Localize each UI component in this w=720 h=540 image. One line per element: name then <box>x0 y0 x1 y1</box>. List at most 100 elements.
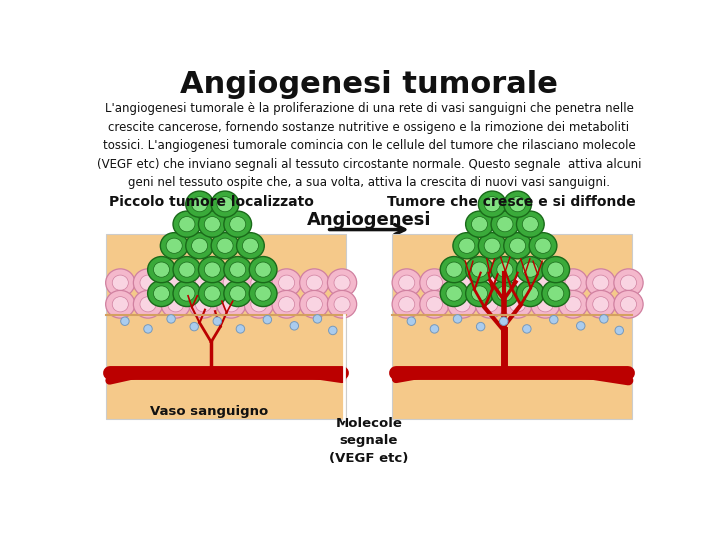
Ellipse shape <box>334 275 350 291</box>
Ellipse shape <box>140 275 156 291</box>
Ellipse shape <box>420 269 449 296</box>
Ellipse shape <box>472 262 487 277</box>
Ellipse shape <box>300 291 329 318</box>
Circle shape <box>190 322 199 331</box>
Ellipse shape <box>244 291 274 318</box>
Ellipse shape <box>243 238 258 253</box>
Ellipse shape <box>223 275 239 291</box>
Ellipse shape <box>211 191 239 217</box>
Ellipse shape <box>399 296 415 312</box>
Circle shape <box>144 325 152 333</box>
Ellipse shape <box>251 275 267 291</box>
Text: Angiogenesi: Angiogenesi <box>307 211 431 230</box>
Ellipse shape <box>148 256 176 283</box>
Ellipse shape <box>133 269 163 296</box>
Ellipse shape <box>565 296 581 312</box>
Ellipse shape <box>328 269 356 296</box>
Circle shape <box>549 315 558 324</box>
Ellipse shape <box>535 238 551 253</box>
Circle shape <box>615 326 624 335</box>
Ellipse shape <box>224 256 251 283</box>
Circle shape <box>167 315 176 323</box>
Ellipse shape <box>510 197 526 212</box>
Circle shape <box>263 315 271 324</box>
Ellipse shape <box>306 296 323 312</box>
Text: Tumore che cresce e si diffonde: Tumore che cresce e si diffonde <box>387 195 636 209</box>
Circle shape <box>600 315 608 323</box>
Ellipse shape <box>565 275 581 291</box>
Ellipse shape <box>472 286 487 301</box>
Ellipse shape <box>272 269 301 296</box>
Ellipse shape <box>516 211 544 237</box>
Ellipse shape <box>454 296 470 312</box>
Ellipse shape <box>531 291 560 318</box>
Ellipse shape <box>614 291 643 318</box>
Ellipse shape <box>484 238 500 253</box>
Circle shape <box>213 317 222 326</box>
Ellipse shape <box>224 211 251 237</box>
Bar <box>392 234 632 419</box>
Ellipse shape <box>195 296 212 312</box>
Ellipse shape <box>510 296 526 312</box>
Ellipse shape <box>166 238 182 253</box>
Ellipse shape <box>586 291 616 318</box>
Text: Piccolo tumore localizzato: Piccolo tumore localizzato <box>109 195 314 209</box>
FancyArrowPatch shape <box>330 225 405 234</box>
Ellipse shape <box>491 280 519 307</box>
Ellipse shape <box>537 296 554 312</box>
Ellipse shape <box>189 269 218 296</box>
Ellipse shape <box>475 291 505 318</box>
Circle shape <box>328 326 337 335</box>
Ellipse shape <box>192 238 207 253</box>
Circle shape <box>236 325 245 333</box>
Circle shape <box>407 317 415 326</box>
Ellipse shape <box>491 256 519 283</box>
Ellipse shape <box>537 275 554 291</box>
Ellipse shape <box>217 238 233 253</box>
Ellipse shape <box>522 262 539 277</box>
Ellipse shape <box>516 280 544 307</box>
Ellipse shape <box>255 262 271 277</box>
Ellipse shape <box>426 275 443 291</box>
Ellipse shape <box>230 217 246 232</box>
Ellipse shape <box>522 217 539 232</box>
Ellipse shape <box>179 262 195 277</box>
Text: L'angiogenesi tumorale è la proliferazione di una rete di vasi sanguigni che pen: L'angiogenesi tumorale è la proliferazio… <box>96 102 642 189</box>
Ellipse shape <box>173 256 201 283</box>
Circle shape <box>454 315 462 323</box>
Ellipse shape <box>328 291 356 318</box>
Circle shape <box>121 317 129 326</box>
Ellipse shape <box>482 296 498 312</box>
Ellipse shape <box>420 291 449 318</box>
Ellipse shape <box>621 275 636 291</box>
Text: Molecole
segnale
(VEGF etc): Molecole segnale (VEGF etc) <box>329 416 409 464</box>
Ellipse shape <box>168 296 184 312</box>
Ellipse shape <box>173 211 201 237</box>
Ellipse shape <box>482 275 498 291</box>
Ellipse shape <box>593 275 609 291</box>
Ellipse shape <box>466 280 493 307</box>
Ellipse shape <box>559 269 588 296</box>
Ellipse shape <box>237 233 264 259</box>
Ellipse shape <box>161 233 188 259</box>
Ellipse shape <box>478 233 506 259</box>
Ellipse shape <box>504 191 531 217</box>
Ellipse shape <box>475 269 505 296</box>
Ellipse shape <box>224 280 251 307</box>
Ellipse shape <box>279 275 294 291</box>
Ellipse shape <box>503 291 532 318</box>
Ellipse shape <box>446 286 462 301</box>
Ellipse shape <box>448 291 477 318</box>
Ellipse shape <box>497 217 513 232</box>
Ellipse shape <box>161 269 190 296</box>
Ellipse shape <box>504 233 531 259</box>
Ellipse shape <box>466 256 493 283</box>
Ellipse shape <box>204 262 220 277</box>
Ellipse shape <box>478 191 506 217</box>
Ellipse shape <box>440 256 468 283</box>
Ellipse shape <box>392 269 421 296</box>
Ellipse shape <box>516 256 544 283</box>
Ellipse shape <box>230 262 246 277</box>
Ellipse shape <box>459 238 474 253</box>
Circle shape <box>431 325 438 333</box>
